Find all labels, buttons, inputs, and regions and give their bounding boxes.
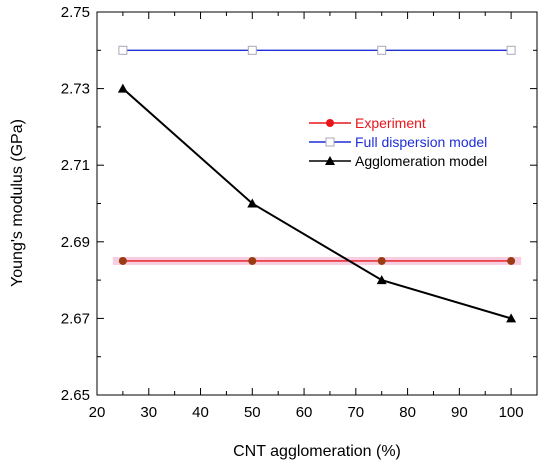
x-tick-label: 50 bbox=[244, 404, 261, 421]
data-point bbox=[248, 256, 257, 265]
x-tick-label: 20 bbox=[89, 404, 106, 421]
legend-label: Full dispersion model bbox=[355, 134, 487, 150]
x-tick-label: 70 bbox=[347, 404, 364, 421]
series-full-dispersion-model bbox=[118, 45, 516, 55]
series-experiment bbox=[118, 256, 516, 265]
legend-label: Experiment bbox=[355, 115, 426, 131]
data-point bbox=[247, 45, 257, 55]
series-layer bbox=[117, 45, 517, 323]
ticks-layer: 20 30 40 50 60 70 80 90 100 2.65 2.67 2.69 2.71 2.73 2… bbox=[61, 4, 537, 421]
series-agglomeration-model bbox=[117, 83, 517, 323]
x-tick-label: 40 bbox=[192, 404, 209, 421]
x-tick-label: 80 bbox=[399, 404, 416, 421]
x-tick-label: 90 bbox=[451, 404, 468, 421]
data-point bbox=[117, 83, 128, 93]
legend-marker bbox=[325, 137, 335, 147]
y-tick-label: 2.73 bbox=[61, 81, 90, 98]
plot-frame bbox=[96, 11, 538, 396]
data-point bbox=[247, 198, 258, 208]
series-line bbox=[122, 87, 512, 320]
data-point bbox=[377, 256, 386, 265]
y-tick-label: 2.67 bbox=[61, 310, 90, 327]
x-tick-label: 60 bbox=[296, 404, 313, 421]
y-tick-label: 2.65 bbox=[61, 387, 90, 404]
x-tick-label: 100 bbox=[499, 404, 524, 421]
y-tick-label: 2.69 bbox=[61, 234, 90, 251]
data-point bbox=[118, 256, 127, 265]
legend: Experiment Full dispersion model Agglomera… bbox=[309, 115, 487, 169]
x-axis-title: CNT agglomeration (%) bbox=[233, 443, 401, 460]
data-point bbox=[506, 45, 516, 55]
y-axis-title: Young's modulus (GPa) bbox=[9, 119, 26, 287]
legend-item: Full dispersion model bbox=[309, 134, 487, 150]
data-point bbox=[376, 275, 387, 285]
data-point bbox=[507, 256, 516, 265]
legend-label: Agglomeration model bbox=[355, 153, 487, 169]
legend-item: Experiment bbox=[309, 115, 426, 131]
legend-item: Agglomeration model bbox=[309, 153, 487, 169]
data-point bbox=[118, 45, 128, 55]
y-tick-label: 2.75 bbox=[61, 4, 90, 21]
x-tick-label: 30 bbox=[140, 404, 157, 421]
legend-marker bbox=[325, 156, 335, 165]
y-tick-label: 2.71 bbox=[61, 157, 90, 174]
data-point bbox=[377, 45, 387, 55]
legend-marker bbox=[326, 119, 334, 127]
data-point bbox=[506, 313, 517, 323]
